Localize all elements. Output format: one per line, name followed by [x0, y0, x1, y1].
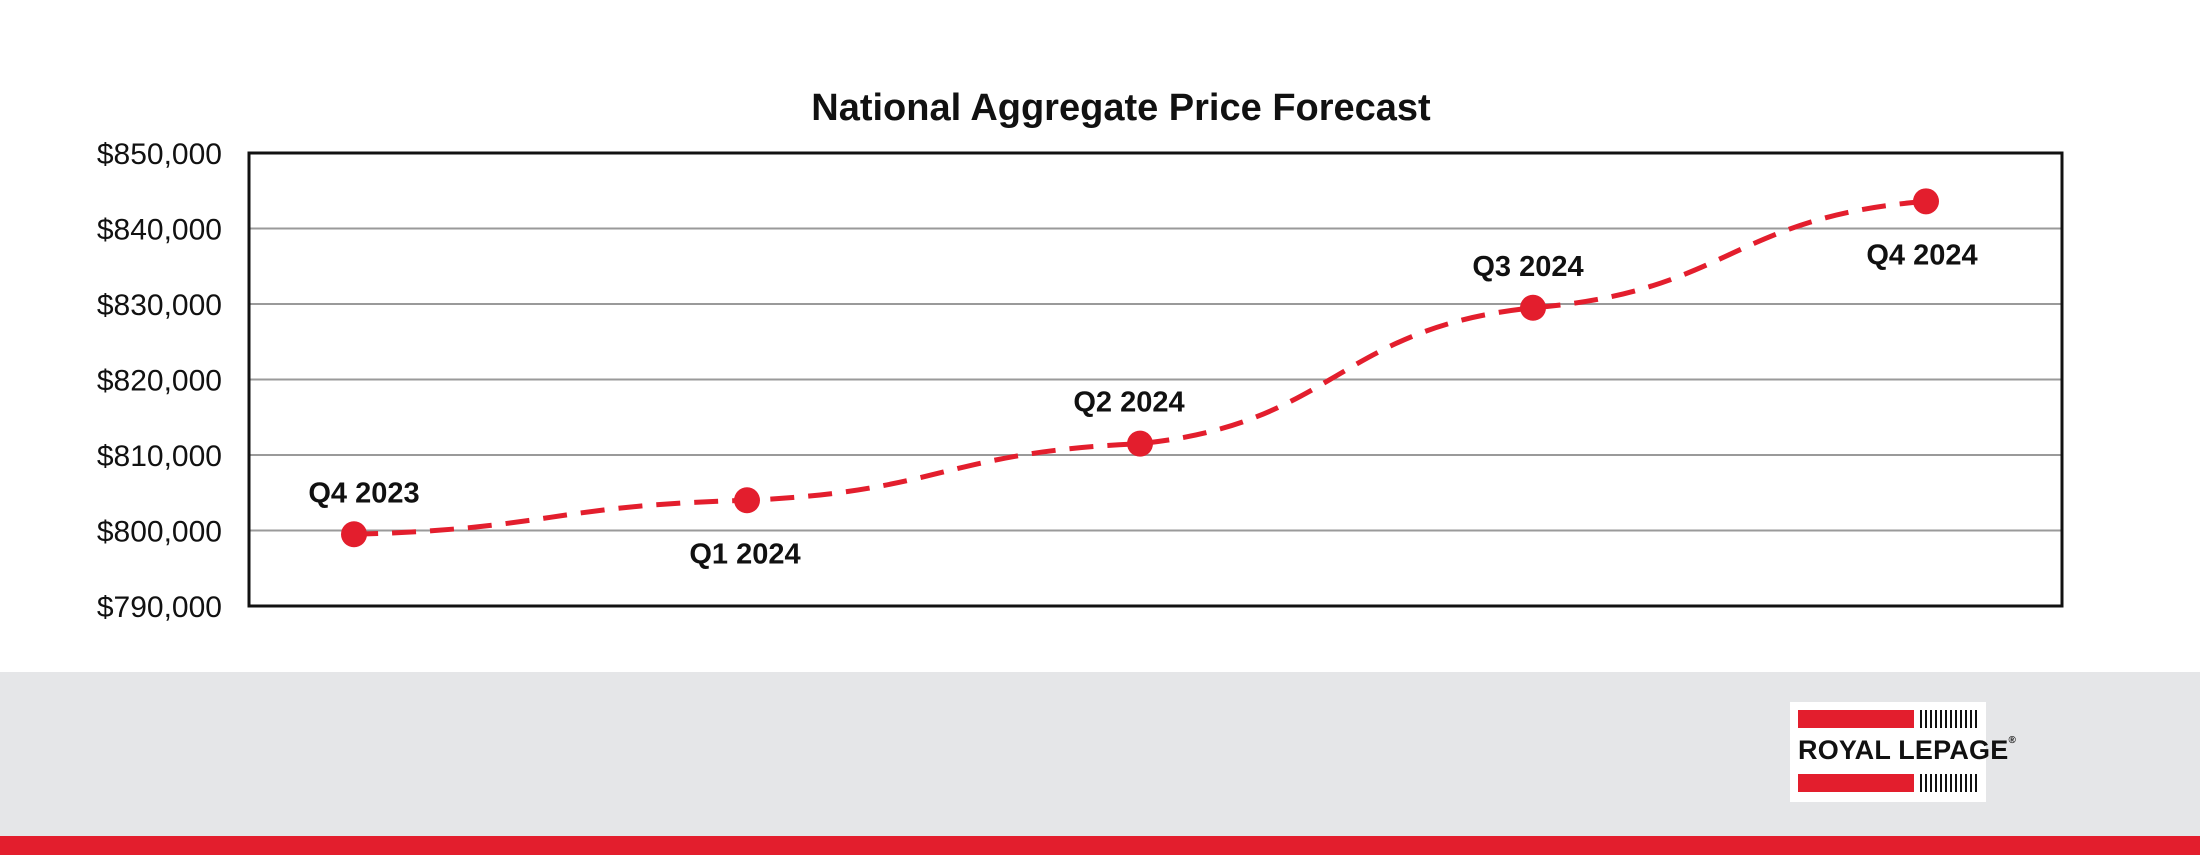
data-point-label: Q2 2024	[1073, 387, 1184, 419]
logo-red-bar-top	[1798, 710, 1914, 728]
y-tick-label: $850,000	[97, 138, 222, 171]
logo-tick-marks-bottom	[1920, 774, 1978, 792]
logo-text: ROYAL LEPAGE	[1798, 735, 2009, 765]
logo-wordmark: ROYAL LEPAGE®	[1798, 735, 2016, 766]
y-tick-label: $830,000	[97, 289, 222, 322]
plot-frame	[247, 151, 2064, 608]
data-point	[1127, 430, 1153, 457]
data-point-label: Q1 2024	[689, 538, 800, 570]
y-tick-label: $800,000	[97, 516, 222, 549]
royal-lepage-logo: ROYAL LEPAGE®	[1790, 702, 2016, 802]
data-point-label: Q4 2023	[308, 477, 419, 509]
chart-title: National Aggregate Price Forecast	[811, 87, 1431, 129]
data-point-label: Q3 2024	[1472, 251, 1583, 283]
y-tick-label: $790,000	[97, 591, 222, 624]
logo-red-bar-bottom	[1798, 774, 1914, 792]
logo-registered-mark: ®	[2008, 735, 2017, 746]
data-point-labels: Q4 2023 Q1 2024 Q2 2024 Q3 2024 Q4 2024	[308, 239, 1977, 570]
y-axis-tick-labels: $790,000 $800,000 $810,000 $820,000 $830,000…	[97, 138, 222, 624]
y-tick-label: $810,000	[97, 440, 222, 473]
data-point	[1520, 294, 1546, 321]
logo-tick-marks-top	[1920, 710, 1978, 728]
footer-stripe	[0, 836, 2200, 855]
series-line	[353, 198, 1927, 537]
data-point	[341, 521, 367, 548]
grid-lines	[249, 227, 2062, 532]
y-tick-label: $840,000	[97, 214, 222, 247]
data-point-label: Q4 2024	[1866, 239, 1977, 271]
data-point	[734, 487, 760, 514]
y-tick-label: $820,000	[97, 365, 222, 398]
price-forecast-chart: National Aggregate Price Forecast $790,0…	[97, 87, 2064, 624]
data-point	[1913, 188, 1939, 215]
data-points	[341, 188, 1939, 548]
